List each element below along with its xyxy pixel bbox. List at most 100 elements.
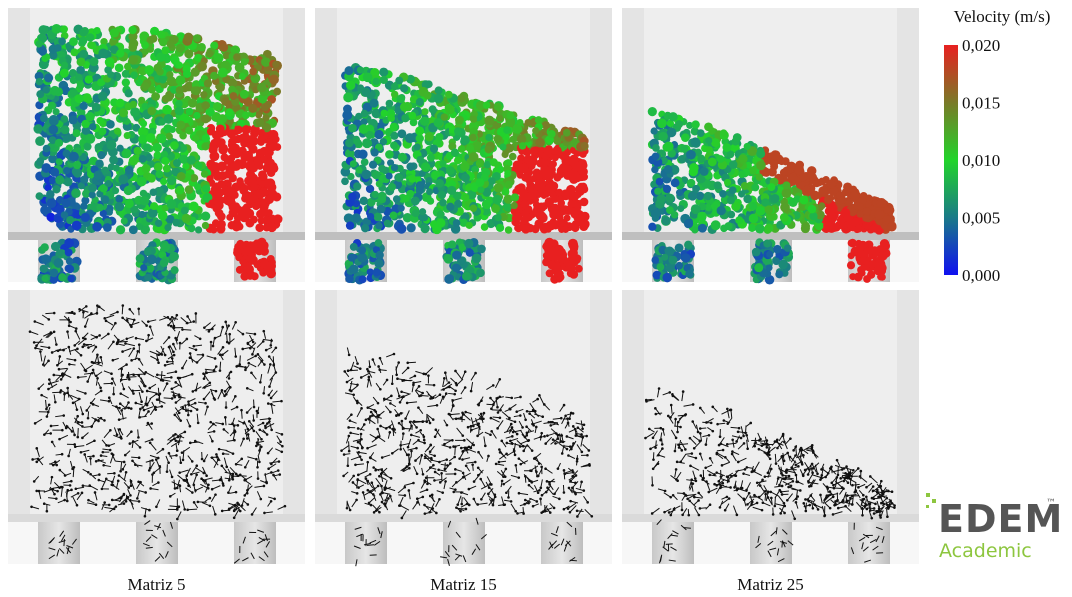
arrow-head xyxy=(576,509,579,512)
arrow-head xyxy=(216,456,219,459)
arrow-head xyxy=(215,453,218,456)
arrow-head xyxy=(113,508,116,511)
arrow-head xyxy=(151,473,154,476)
arrow-head xyxy=(138,416,141,419)
arrow-head xyxy=(490,430,493,433)
arrow-head xyxy=(164,364,167,367)
particle xyxy=(40,265,48,273)
particle xyxy=(150,202,158,210)
arrow-head xyxy=(76,348,79,351)
particle xyxy=(372,191,379,198)
particle xyxy=(224,197,231,204)
arrow-head xyxy=(230,371,233,374)
particle xyxy=(105,180,112,187)
particle xyxy=(273,214,282,223)
particle xyxy=(58,273,66,281)
arrow-head xyxy=(99,386,102,389)
arrow-head xyxy=(139,408,142,411)
particle xyxy=(361,224,369,232)
particle xyxy=(197,43,205,51)
arrow-head xyxy=(248,420,251,423)
arrow-head xyxy=(171,397,174,400)
arrow-head xyxy=(189,425,192,428)
arrow-head xyxy=(182,407,185,410)
particle xyxy=(129,156,138,165)
particle xyxy=(61,125,70,134)
arrow-head xyxy=(176,518,179,521)
arrow-head xyxy=(112,341,115,344)
particle xyxy=(169,126,176,133)
arrow-head xyxy=(129,442,132,445)
particle xyxy=(408,175,416,183)
arrow-head xyxy=(356,492,359,495)
arrow-head xyxy=(268,385,271,388)
arrow-head xyxy=(219,369,222,372)
particle xyxy=(240,272,249,281)
arrow-head xyxy=(263,512,266,515)
particle xyxy=(509,136,516,143)
velocity-panel xyxy=(315,8,612,284)
arrow-head xyxy=(64,474,67,477)
arrow-head xyxy=(56,490,59,493)
arrow-head xyxy=(206,405,209,408)
arrow-head xyxy=(372,358,375,361)
particle xyxy=(249,68,257,76)
arrow-head xyxy=(379,357,382,360)
arrow-head xyxy=(124,342,127,345)
arrow-head xyxy=(496,406,499,409)
arrow-head xyxy=(53,312,56,315)
particle xyxy=(50,168,59,177)
arrow-head xyxy=(275,371,278,374)
arrow-head xyxy=(162,448,165,451)
particle xyxy=(115,63,124,72)
velocity-arrow xyxy=(240,355,241,364)
arrow-head xyxy=(35,490,38,493)
floor xyxy=(315,232,612,240)
arrow-head xyxy=(407,446,410,449)
particle xyxy=(188,98,197,107)
arrow-head xyxy=(516,512,519,515)
particle xyxy=(511,193,519,201)
particle xyxy=(136,254,145,263)
particle xyxy=(520,192,530,202)
arrow-head xyxy=(202,353,205,356)
particle xyxy=(195,226,202,233)
arrow-head xyxy=(356,362,359,365)
arrow-head xyxy=(544,467,547,470)
arrow-head xyxy=(538,394,541,397)
particle xyxy=(54,44,62,52)
arrow-head xyxy=(209,421,212,424)
arrow-head xyxy=(238,503,241,506)
arrow-head xyxy=(66,387,69,390)
arrow-head xyxy=(561,452,564,455)
arrow-head xyxy=(69,321,72,324)
arrow-head xyxy=(440,472,443,475)
particle xyxy=(543,251,551,259)
arrow-head xyxy=(270,500,273,503)
arrow-head xyxy=(391,452,394,455)
arrow-head xyxy=(243,494,246,497)
arrow-head xyxy=(179,485,182,488)
arrow-head xyxy=(66,425,69,428)
arrow-head xyxy=(203,386,206,389)
arrow-head xyxy=(399,448,402,451)
arrow-head xyxy=(176,449,179,452)
arrow-head xyxy=(362,491,365,494)
particle xyxy=(445,91,453,99)
panel-label: Matriz 5 xyxy=(127,575,185,594)
particle xyxy=(160,178,167,185)
arrow-head xyxy=(149,467,152,470)
arrow-head xyxy=(167,461,170,464)
arrow-head xyxy=(246,489,249,492)
arrow-head xyxy=(90,312,93,315)
particle xyxy=(98,127,106,135)
particle xyxy=(355,167,362,174)
particle xyxy=(549,181,559,191)
arrow-head xyxy=(266,433,269,436)
particle xyxy=(49,116,59,126)
particle xyxy=(444,254,454,264)
particle xyxy=(576,161,586,171)
arrow-head xyxy=(460,503,463,506)
arrow-head xyxy=(89,457,92,460)
particle xyxy=(144,248,151,255)
